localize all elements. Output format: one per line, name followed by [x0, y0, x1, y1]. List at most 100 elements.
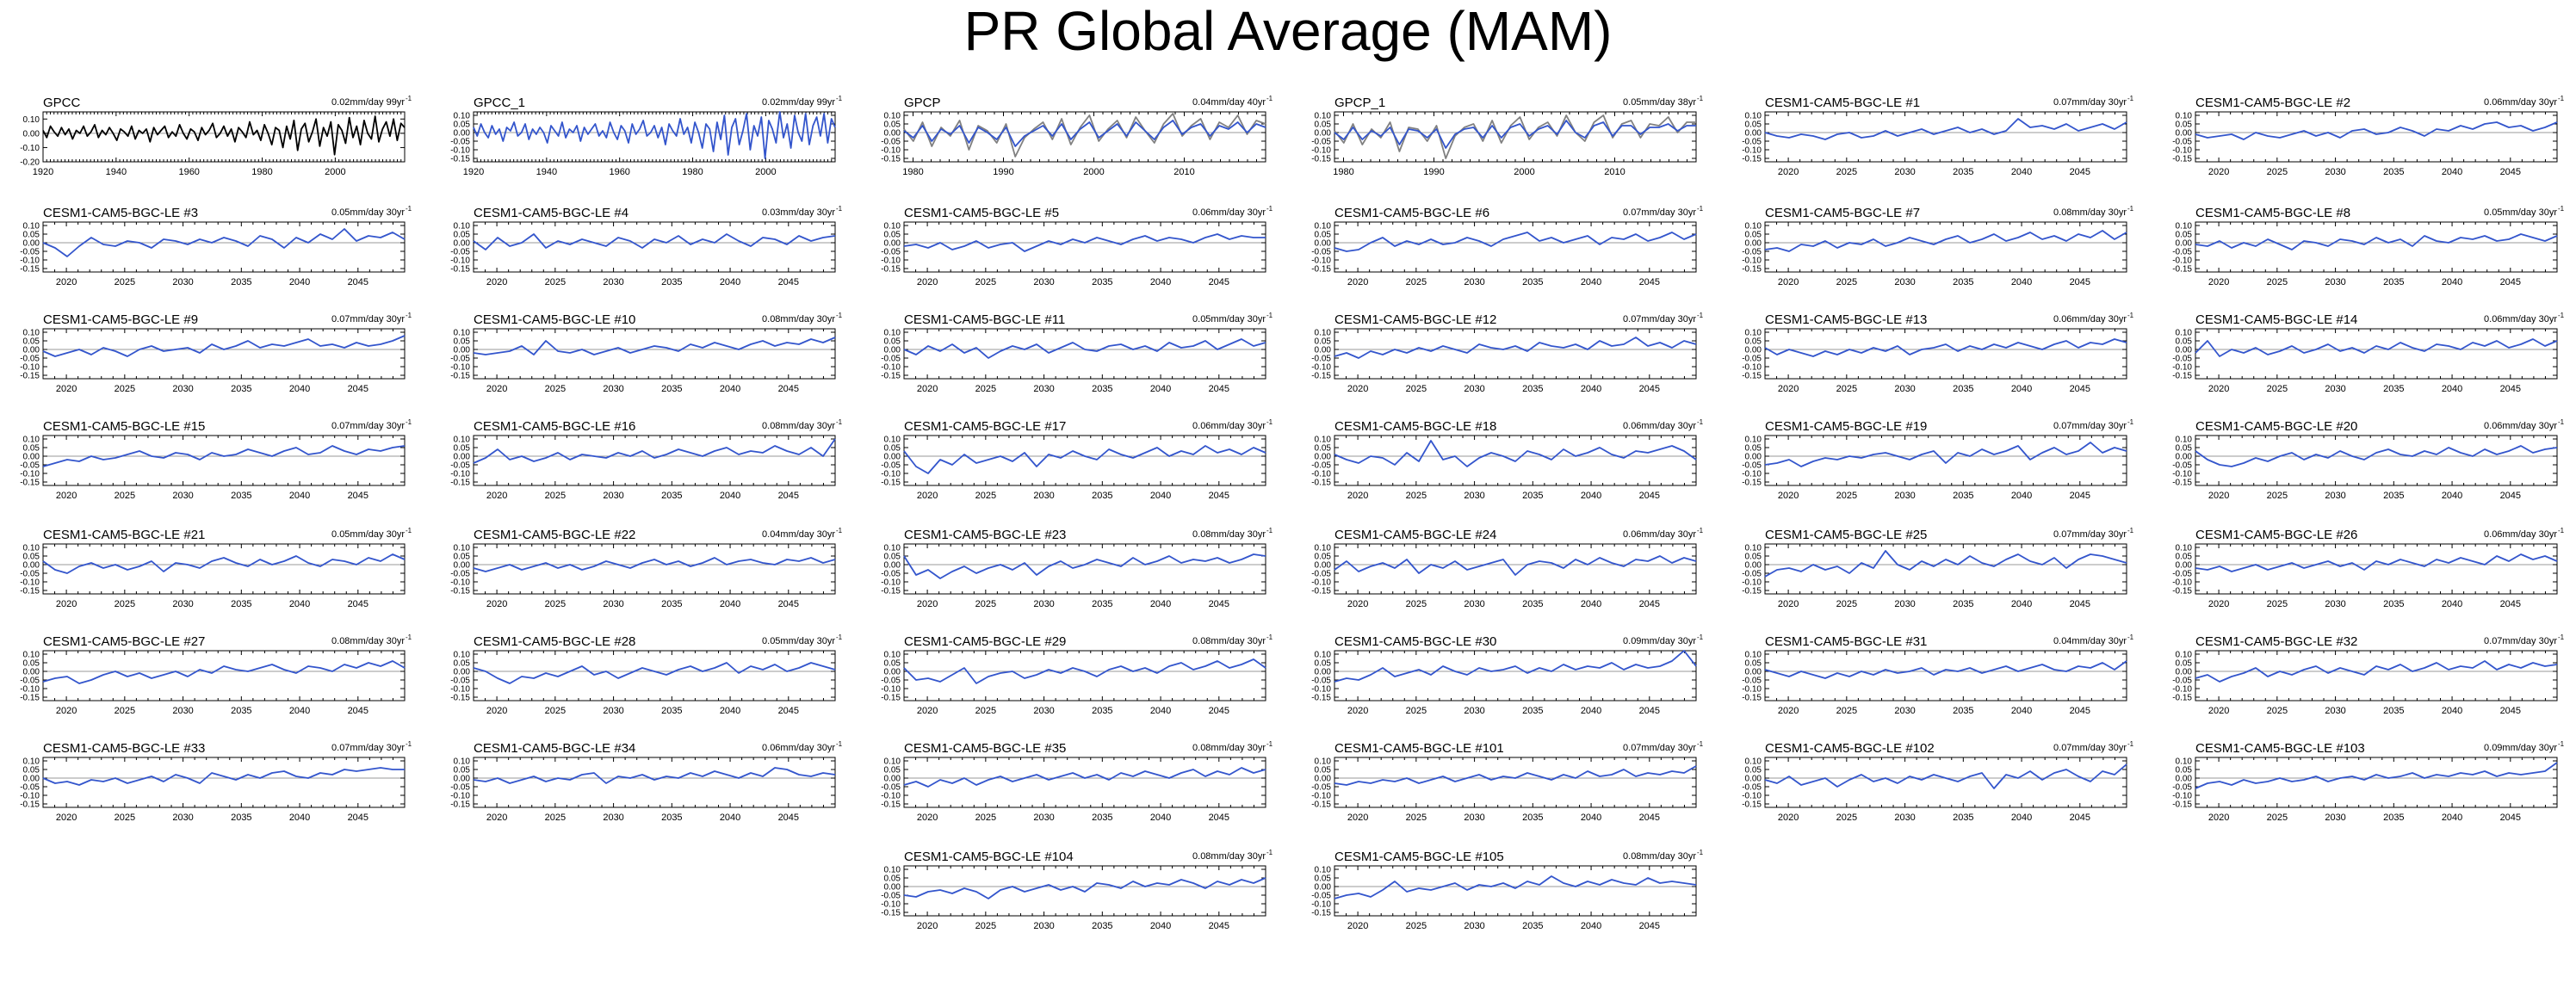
x-tick-label: 2025: [1836, 491, 1857, 501]
panel-title: CESM1-CAM5-BGC-LE #6: [1334, 206, 1489, 220]
x-tick-label: 2030: [1894, 277, 1915, 287]
plot-frame: [903, 757, 1266, 808]
y-tick-label: 0.10: [1745, 757, 1762, 767]
x-tick-label: 2030: [603, 277, 623, 287]
x-tick-label: 2035: [2383, 599, 2404, 609]
series-line-1: [2195, 445, 2558, 467]
panel-trend: 0.09mm/day 30yr: [1623, 636, 1696, 646]
chart-panel-13: CESM1-CAM5-BGC-LE #9 0.07mm/day 30yr -1 -0.…: [20, 312, 412, 394]
x-tick-label: 2020: [486, 491, 507, 501]
y-tick-label: 0.05: [2176, 553, 2193, 562]
y-tick-label: -0.15: [20, 800, 40, 810]
plot-frame: [2195, 221, 2558, 273]
y-tick-label: 0.10: [884, 757, 901, 767]
x-tick-label: 2030: [1033, 813, 1054, 823]
y-tick-label: -0.10: [1742, 792, 1762, 801]
y-tick-label: 0.00: [884, 668, 901, 677]
y-tick-label: 0.00: [23, 239, 40, 249]
y-tick-label: 0.10: [454, 757, 471, 767]
panel-trend: 0.07mm/day 30yr: [1623, 207, 1696, 218]
y-tick-label: 0.10: [884, 222, 901, 232]
y-tick-label: 0.05: [454, 766, 471, 776]
panel-trend-exponent: -1: [2558, 740, 2565, 748]
chart-panel-36: CESM1-CAM5-BGC-LE #32 0.07mm/day 30yr -1 -0…: [2172, 633, 2564, 716]
chart-panel-20: CESM1-CAM5-BGC-LE #16 0.08mm/day 30yr -1 -0…: [450, 418, 842, 501]
panel-trend-exponent: -1: [2127, 205, 2134, 213]
plot-frame: [1334, 650, 1697, 701]
panel-trend: 0.07mm/day 30yr: [331, 421, 405, 431]
y-tick-label: 0.00: [454, 561, 471, 571]
x-tick-label: 2020: [917, 813, 938, 823]
x-tick-label: 2040: [1150, 277, 1171, 287]
x-tick-label: 2025: [115, 277, 135, 287]
x-tick-label: 2035: [231, 599, 251, 609]
panel-title: CESM1-CAM5-BGC-LE #4: [474, 206, 629, 220]
y-tick-label: -0.15: [2172, 800, 2192, 810]
panel-trend: 0.06mm/day 30yr: [2484, 421, 2557, 431]
x-tick-label: 2035: [1092, 491, 1112, 501]
x-tick-label: 2030: [172, 491, 193, 501]
x-tick-label: 2045: [778, 277, 799, 287]
x-tick-label: 2030: [2325, 491, 2345, 501]
x-tick-label: 2040: [1150, 599, 1171, 609]
y-tick-label: -0.15: [881, 909, 901, 918]
y-tick-label: -0.15: [1742, 800, 1762, 810]
panel-trend-exponent: -1: [836, 740, 843, 748]
series-line-1: [1334, 232, 1697, 252]
series-line-1: [1334, 440, 1697, 467]
y-tick-label: -0.10: [881, 256, 901, 266]
panel-title: CESM1-CAM5-BGC-LE #2: [2195, 96, 2350, 110]
y-tick-label: -0.15: [2172, 155, 2192, 164]
plot-frame: [42, 111, 406, 163]
panel-trend: 0.07mm/day 30yr: [331, 314, 405, 324]
panel-trend: 0.05mm/day 30yr: [331, 207, 405, 218]
chart-panel-5: CESM1-CAM5-BGC-LE #1 0.07mm/day 30yr -1 -0.…: [1742, 95, 2133, 177]
x-tick-label: 2030: [1464, 706, 1484, 716]
panel-trend: 0.05mm/day 30yr: [1192, 314, 1266, 324]
plot-frame: [903, 435, 1266, 486]
x-tick-label: 2020: [486, 277, 507, 287]
x-tick-label: 2020: [2208, 706, 2229, 716]
x-tick-label: 2045: [2500, 706, 2521, 716]
x-tick-label: 2020: [486, 813, 507, 823]
y-tick-label: -0.15: [1742, 155, 1762, 164]
chart-panel-41: CESM1-CAM5-BGC-LE #102 0.07mm/day 30yr -1 -…: [1742, 740, 2133, 823]
x-tick-label: 2040: [720, 813, 740, 823]
y-tick-label: 0.00: [884, 129, 901, 139]
x-tick-label: 2035: [231, 813, 251, 823]
x-tick-label: 2045: [1639, 921, 1660, 931]
panel-trend-exponent: -1: [406, 527, 412, 535]
x-tick-label: 2020: [56, 491, 77, 501]
x-tick-label: 2045: [348, 491, 368, 501]
y-tick-label: 0.05: [454, 659, 471, 669]
panel-trend-exponent: -1: [1697, 740, 1704, 748]
panel-trend: 0.07mm/day 30yr: [1623, 314, 1696, 324]
plot-frame: [1764, 543, 2127, 595]
x-tick-label: 2025: [545, 277, 566, 287]
plot-frame: [42, 650, 406, 701]
x-tick-label: 2040: [2442, 813, 2462, 823]
chart-panel-39: CESM1-CAM5-BGC-LE #35 0.08mm/day 30yr -1 -0…: [881, 740, 1273, 823]
x-tick-label: 2030: [1033, 384, 1054, 394]
panel-trend-exponent: -1: [1266, 95, 1273, 102]
y-tick-label: -0.10: [450, 685, 470, 695]
series-line-1: [42, 335, 406, 357]
y-tick-label: -0.10: [2172, 146, 2192, 156]
panel-trend-exponent: -1: [1266, 633, 1273, 641]
x-tick-label: 2045: [778, 813, 799, 823]
y-tick-label: -0.05: [1742, 138, 1762, 147]
panel-trend-exponent: -1: [836, 95, 843, 102]
panel-trend: 0.08mm/day 30yr: [762, 421, 835, 431]
y-tick-label: -0.15: [2172, 587, 2192, 596]
series-line-1: [473, 233, 836, 250]
series-line-1: [1764, 442, 2127, 467]
x-tick-label: 2025: [2267, 491, 2288, 501]
y-tick-label: 0.10: [1315, 866, 1332, 875]
chart-panel-28: CESM1-CAM5-BGC-LE #24 0.06mm/day 30yr -1 -0…: [1311, 527, 1703, 609]
y-tick-label: 0.00: [1745, 668, 1762, 677]
y-tick-label: -0.15: [450, 372, 470, 381]
panel-title: CESM1-CAM5-BGC-LE #3: [43, 206, 198, 220]
x-tick-label: 1940: [106, 167, 127, 177]
plot-frame: [1334, 435, 1697, 486]
chart-panel-30: CESM1-CAM5-BGC-LE #26 0.06mm/day 30yr -1 -0…: [2172, 527, 2564, 609]
